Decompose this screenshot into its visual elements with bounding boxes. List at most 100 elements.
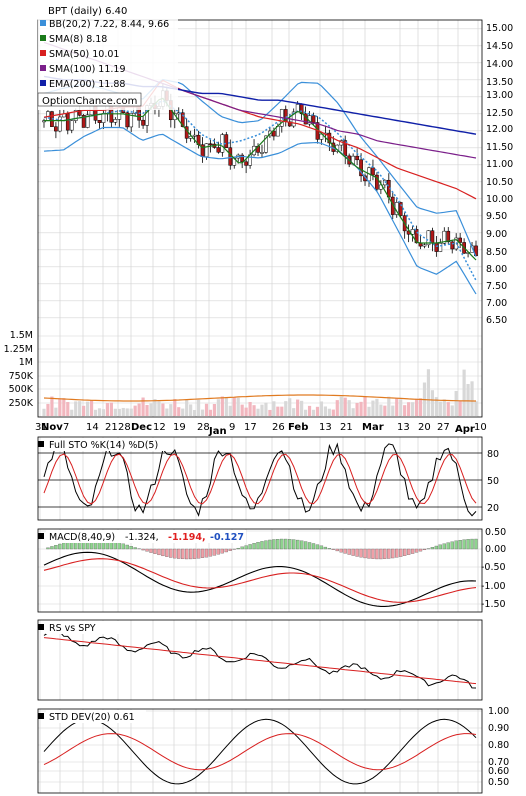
macd-histogram-bar bbox=[264, 540, 268, 550]
candle-body bbox=[69, 120, 74, 131]
volume-bar bbox=[407, 402, 411, 416]
volume-bar bbox=[260, 404, 264, 416]
volume-bar bbox=[470, 381, 474, 416]
candle-body bbox=[272, 130, 276, 137]
volume-bar bbox=[458, 400, 462, 416]
macd-histogram-bar bbox=[177, 548, 181, 559]
volume-bar bbox=[434, 397, 438, 416]
macd-histogram-bar bbox=[256, 542, 260, 550]
candle-body bbox=[410, 229, 415, 235]
candle-body bbox=[430, 230, 435, 244]
candle-body bbox=[224, 134, 229, 148]
candle-body bbox=[180, 112, 185, 127]
candle-body bbox=[228, 147, 233, 166]
macd-histogram-bar bbox=[323, 546, 328, 550]
x-tick-label: 13 bbox=[397, 422, 410, 433]
macd-histogram-bar bbox=[185, 548, 189, 560]
macd-histogram-bar bbox=[470, 538, 474, 550]
macd-histogram-bar bbox=[442, 543, 446, 550]
volume-bar bbox=[307, 405, 312, 416]
macd-histogram-bar bbox=[331, 548, 335, 550]
macd-line bbox=[43, 551, 477, 607]
volume-bar bbox=[133, 405, 137, 416]
std-dev-average-line bbox=[43, 733, 477, 771]
macd-histogram-bar bbox=[299, 540, 304, 550]
macd-histogram-bar bbox=[129, 546, 133, 550]
volume-bar bbox=[418, 398, 423, 416]
std-tick: 0.80 bbox=[488, 740, 509, 751]
volume-bar bbox=[300, 400, 304, 416]
volume-bar bbox=[105, 403, 110, 416]
macd-histogram-bar bbox=[422, 548, 427, 551]
price-tick: 15.00 bbox=[486, 23, 513, 34]
volume-bar bbox=[70, 409, 74, 416]
x-tick-label: 13 bbox=[319, 422, 332, 433]
macd-histogram-value: -0.127 bbox=[210, 532, 244, 543]
macd-histogram-bar bbox=[438, 544, 442, 550]
price-tick: 6.50 bbox=[486, 315, 507, 326]
volume-bar bbox=[387, 396, 391, 416]
volume-bar bbox=[113, 408, 117, 416]
candle-body bbox=[208, 143, 213, 146]
x-tick-label: 28 bbox=[118, 422, 131, 433]
macd-histogram-bar bbox=[406, 548, 411, 555]
macd-histogram-bar bbox=[228, 548, 232, 551]
macd-histogram-bar bbox=[161, 548, 165, 557]
macd-histogram-bar bbox=[434, 545, 439, 550]
macd-histogram-bar bbox=[414, 548, 419, 553]
volume-bar bbox=[181, 408, 185, 416]
price-tick: 9.50 bbox=[486, 211, 507, 222]
macd-histogram-bar bbox=[311, 543, 316, 550]
plot-series bbox=[42, 41, 478, 785]
price-tick: 12.50 bbox=[486, 108, 513, 119]
macd-y-axis: 0.50 0.00 -0.50 -1.00 -1.50 bbox=[481, 527, 506, 610]
x-tick-label: 9 bbox=[229, 422, 235, 433]
candle-body bbox=[65, 113, 70, 131]
macd-histogram-bar bbox=[355, 548, 359, 557]
macd-histogram-bar bbox=[351, 548, 355, 556]
std-title-bg bbox=[46, 710, 146, 723]
macd-histogram-bar bbox=[474, 538, 478, 550]
candle-body bbox=[264, 135, 268, 153]
volume-bar bbox=[173, 399, 177, 416]
macd-histogram-bar bbox=[165, 548, 169, 557]
macd-histogram-bar bbox=[133, 547, 137, 550]
volume-bar bbox=[442, 399, 446, 416]
volume-bar bbox=[296, 399, 300, 416]
candle-body bbox=[260, 152, 264, 154]
volume-bar bbox=[410, 402, 415, 416]
macd-histogram-bar bbox=[149, 548, 153, 553]
volume-bar bbox=[303, 409, 308, 416]
price-tick: 10.50 bbox=[486, 177, 513, 188]
price-tick: 11.00 bbox=[486, 159, 513, 170]
volume-bar bbox=[137, 403, 141, 416]
volume-bar bbox=[93, 409, 98, 416]
macd-histogram-bar bbox=[466, 539, 470, 550]
price-tick: 7.50 bbox=[486, 281, 507, 292]
candle-body bbox=[422, 244, 427, 247]
volume-bar bbox=[85, 401, 90, 416]
volume-bar bbox=[149, 403, 153, 416]
volume-bar bbox=[359, 401, 363, 416]
panel-frame bbox=[37, 708, 483, 794]
volume-bar bbox=[363, 396, 367, 416]
macd-tick: -0.50 bbox=[481, 562, 506, 573]
price-tick: 14.50 bbox=[486, 41, 513, 52]
panel-frame bbox=[37, 19, 483, 418]
legend-entry-sma50: SMA(50) 10.01 bbox=[49, 49, 119, 60]
candle-body bbox=[438, 243, 443, 252]
volume-bar bbox=[430, 390, 435, 416]
macd-histogram-bar bbox=[462, 539, 466, 550]
sto-d-line bbox=[43, 453, 477, 505]
candle-body bbox=[204, 143, 209, 157]
price-tick: 8.00 bbox=[486, 264, 507, 275]
volume-bar bbox=[74, 401, 78, 416]
volume-bar bbox=[252, 405, 256, 416]
volume-bar bbox=[66, 402, 70, 416]
volume-bar bbox=[450, 405, 454, 416]
volume-bar bbox=[264, 402, 268, 416]
sto-title-marker bbox=[38, 441, 44, 447]
panel-frame bbox=[37, 619, 483, 701]
macd-histogram-bar bbox=[240, 546, 244, 550]
x-tick-label: 21 bbox=[340, 422, 353, 433]
